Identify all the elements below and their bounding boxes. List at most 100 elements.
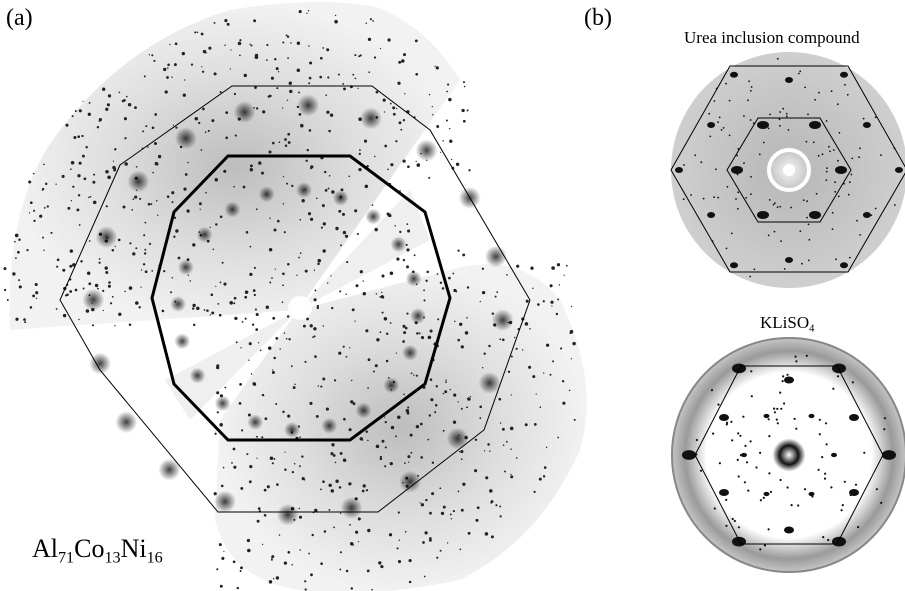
diffraction-spot <box>15 317 19 321</box>
urea-faint-spot <box>834 190 837 193</box>
diffraction-spot <box>196 31 199 34</box>
strong-reflection <box>491 309 514 332</box>
diffraction-spot <box>46 205 49 208</box>
diffraction-spot <box>18 279 20 282</box>
diffraction-spot <box>524 423 528 427</box>
diffraction-spot <box>282 410 285 414</box>
kliso4-faint-spot <box>849 493 852 497</box>
diffraction-spot <box>415 72 419 76</box>
diffraction-spot <box>320 562 323 565</box>
diffraction-spot <box>373 56 377 59</box>
diffraction-spot <box>77 135 81 139</box>
diffraction-spot <box>442 429 445 432</box>
diffraction-spot <box>304 360 307 363</box>
urea-faint-spot <box>806 200 808 203</box>
diffraction-spot <box>325 94 328 97</box>
diffraction-spot <box>420 456 423 459</box>
strong-reflection <box>360 107 382 130</box>
diffraction-spot <box>268 580 273 584</box>
diffraction-spot <box>435 385 439 388</box>
diffraction-spot <box>452 272 455 275</box>
diffraction-spot <box>144 248 147 251</box>
urea-spot <box>707 212 716 218</box>
diffraction-spot <box>276 483 279 486</box>
diffraction-spot <box>87 112 91 116</box>
urea-faint-spot <box>736 154 738 157</box>
diffraction-spot <box>302 324 306 328</box>
diffraction-spot <box>154 113 158 116</box>
diffraction-spot <box>66 293 69 296</box>
diffraction-spot <box>224 19 228 23</box>
diffraction-spot <box>268 150 272 154</box>
kliso4-faint-spot <box>731 439 734 442</box>
diffraction-spot <box>218 313 222 317</box>
kliso4-faint-spot <box>725 498 728 501</box>
diffraction-spot <box>452 510 455 513</box>
diffraction-spot <box>328 508 331 511</box>
kliso4-faint-spot <box>825 443 828 446</box>
diffraction-spot <box>163 269 166 273</box>
diffraction-spot <box>402 258 406 262</box>
diffraction-spot <box>397 560 402 564</box>
diffraction-spot <box>135 247 138 250</box>
diffraction-spot <box>510 475 514 479</box>
diffraction-spot <box>187 161 189 164</box>
diffraction-spot <box>135 301 139 305</box>
urea-faint-spot <box>835 258 837 261</box>
diffraction-spot <box>189 280 192 282</box>
diffraction-spot <box>460 407 463 410</box>
urea-faint-spot <box>778 118 781 121</box>
diffraction-spot <box>407 406 410 409</box>
diffraction-spot <box>221 261 224 264</box>
kliso4-faint-spot <box>750 395 753 398</box>
urea-faint-spot <box>798 72 800 75</box>
diffraction-spot <box>248 480 252 484</box>
diffraction-spot <box>339 568 342 571</box>
diffraction-spot <box>362 292 366 296</box>
diffraction-spot <box>355 530 359 534</box>
diffraction-spot <box>441 287 445 290</box>
diffraction-spot <box>374 155 376 158</box>
diffraction-spot <box>549 373 552 376</box>
central-beam-spot <box>288 296 312 320</box>
diffraction-spot <box>256 457 258 459</box>
diffraction-spot <box>290 365 293 368</box>
diffraction-spot <box>198 202 202 206</box>
diffraction-spot <box>551 266 555 270</box>
diffraction-spot <box>442 505 446 509</box>
kliso4-caption: KLiSO4 <box>760 313 814 334</box>
diffraction-spot <box>366 165 369 168</box>
diffraction-spot <box>442 140 444 142</box>
urea-faint-spot <box>769 113 771 116</box>
diffraction-spot <box>375 293 378 295</box>
diffraction-spot <box>287 414 291 418</box>
diffraction-spot <box>365 430 368 433</box>
strong-reflection <box>82 288 105 311</box>
kliso4-spots <box>682 354 896 551</box>
kliso4-faint-spot <box>769 490 773 493</box>
kliso4-faint-spot <box>818 418 821 421</box>
diffraction-spot <box>275 337 279 340</box>
diffraction-spot <box>249 245 252 248</box>
diffraction-spot <box>331 306 334 310</box>
diffraction-spot <box>561 380 565 383</box>
diffraction-spot <box>530 266 534 270</box>
diffraction-spot <box>467 397 471 401</box>
diffraction-spot <box>395 435 397 438</box>
diffraction-spot <box>175 229 179 233</box>
diffraction-spot <box>69 290 73 293</box>
urea-faint-spot <box>772 203 775 206</box>
diffraction-spot <box>447 83 450 86</box>
diffraction-spot <box>229 301 233 305</box>
urea-faint-spot <box>799 70 802 73</box>
diffraction-spot <box>127 103 132 107</box>
kliso4-faint-spot <box>818 433 821 436</box>
diffraction-spot <box>381 274 385 278</box>
al-co-ni-pattern <box>3 1 587 591</box>
diffraction-spot <box>73 135 77 140</box>
diffraction-spot <box>364 184 369 189</box>
diffraction-spot <box>367 528 371 533</box>
urea-faint-spot <box>690 194 692 196</box>
kliso4-faint-spot <box>775 418 778 421</box>
kliso4-faint-spot <box>737 475 740 478</box>
